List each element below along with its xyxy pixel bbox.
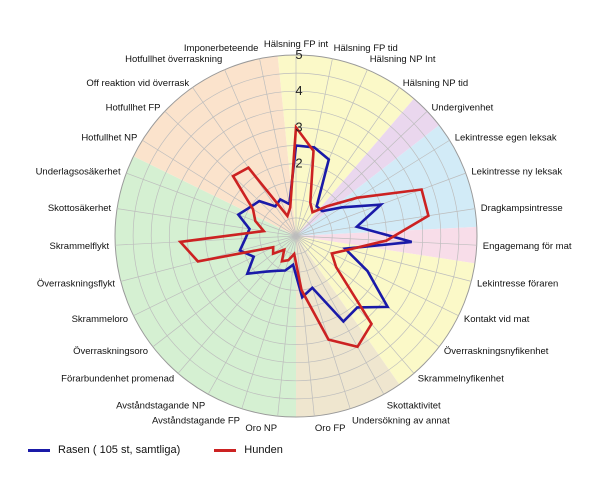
grid-spoke: [295, 235, 459, 317]
category-label: Hälsning FP int: [264, 39, 329, 50]
category-label: Skottosäkerhet: [48, 203, 112, 214]
category-label: Överraskningsflykt: [37, 278, 115, 289]
category-label: Lekintresse ny leksak: [471, 167, 562, 178]
category-label: Imponerbeteende: [184, 43, 258, 54]
category-label: Engagemang för mat: [483, 241, 572, 252]
category-label: Skrammeloro: [72, 314, 129, 325]
radial-tick-label: 3: [295, 119, 302, 134]
category-label: Oro NP: [245, 423, 277, 434]
category-label: Hotfullhet överraskning: [125, 54, 222, 65]
category-label: Förarbundenhet promenad: [61, 373, 174, 384]
legend-item-rasen: Rasen ( 105 st, samtliga): [28, 444, 180, 456]
sector-7: [133, 55, 296, 237]
radar-series: [177, 123, 430, 349]
category-label: Skrammelflykt: [50, 241, 110, 252]
category-label: Undergivenhet: [432, 103, 494, 114]
series-line-hunden: [177, 123, 430, 349]
category-label: Hälsning NP tid: [403, 78, 468, 89]
grid-spoke: [164, 111, 297, 237]
grid-spoke: [295, 208, 475, 237]
category-label: Överraskningsoro: [73, 346, 148, 357]
category-label: Lekintresse egen leksak: [455, 133, 557, 144]
grid-spoke: [295, 235, 415, 374]
grid-spoke: [142, 139, 297, 237]
grid-spoke: [295, 69, 368, 237]
category-label: Dragkampsintresse: [481, 203, 563, 214]
category-label: Underlagsosäkerhet: [36, 167, 121, 178]
category-label: Skottaktivitet: [387, 401, 441, 412]
legend-item-hunden: Hunden: [214, 444, 283, 456]
grid-spoke: [241, 235, 297, 409]
category-label: Skrammelnyfikenhet: [418, 373, 504, 384]
category-label: Avståndstagande FP: [152, 415, 240, 426]
category-label: Off reaktion vid överrask: [86, 78, 189, 89]
radial-tick-labels: 2 3 4 5: [295, 47, 302, 171]
grid-spoke: [295, 235, 472, 282]
grid-spoke: [295, 139, 450, 237]
grid-spoke: [295, 235, 315, 417]
grid-spoke: [295, 111, 428, 237]
category-label: Överraskningsnyfikenhet: [444, 346, 549, 357]
sector-5: [296, 236, 400, 417]
radial-tick-label: 2: [295, 156, 302, 171]
grid-spoke: [192, 87, 297, 237]
category-label: Hotfullhet FP: [106, 103, 161, 114]
category-label: Undersökning av annat: [352, 415, 450, 426]
grid-spoke: [126, 172, 297, 237]
grid-spoke: [117, 208, 297, 237]
category-label: Kontakt vid mat: [464, 314, 530, 325]
grid-spoke: [295, 235, 385, 395]
grid-spoke: [177, 235, 297, 374]
category-label: Hälsning NP Int: [370, 54, 436, 65]
legend-label-hunden: Hunden: [244, 444, 283, 456]
grid-spoke: [115, 235, 297, 246]
legend: Rasen ( 105 st, samtliga) Hunden: [28, 444, 283, 456]
radial-tick-label: 4: [295, 83, 302, 98]
legend-label-rasen: Rasen ( 105 st, samtliga): [58, 444, 181, 456]
radar-grid: [114, 54, 478, 418]
grid-spoke: [295, 235, 440, 348]
series-line-rasen: [236, 144, 413, 324]
sector-6: [114, 156, 297, 417]
category-label: Lekintresse föraren: [477, 278, 558, 289]
category-label: Avståndstagande NP: [116, 401, 205, 412]
grid-spoke: [224, 69, 297, 237]
category-label: Hälsning FP tid: [334, 43, 398, 54]
legend-swatch-rasen: [28, 448, 50, 452]
category-label: Oro FP: [315, 423, 346, 434]
legend-swatch-hunden: [214, 448, 237, 452]
grid-spoke: [295, 235, 351, 409]
radial-tick-label: 5: [295, 47, 302, 62]
category-label: Hotfullhet NP: [81, 133, 137, 144]
